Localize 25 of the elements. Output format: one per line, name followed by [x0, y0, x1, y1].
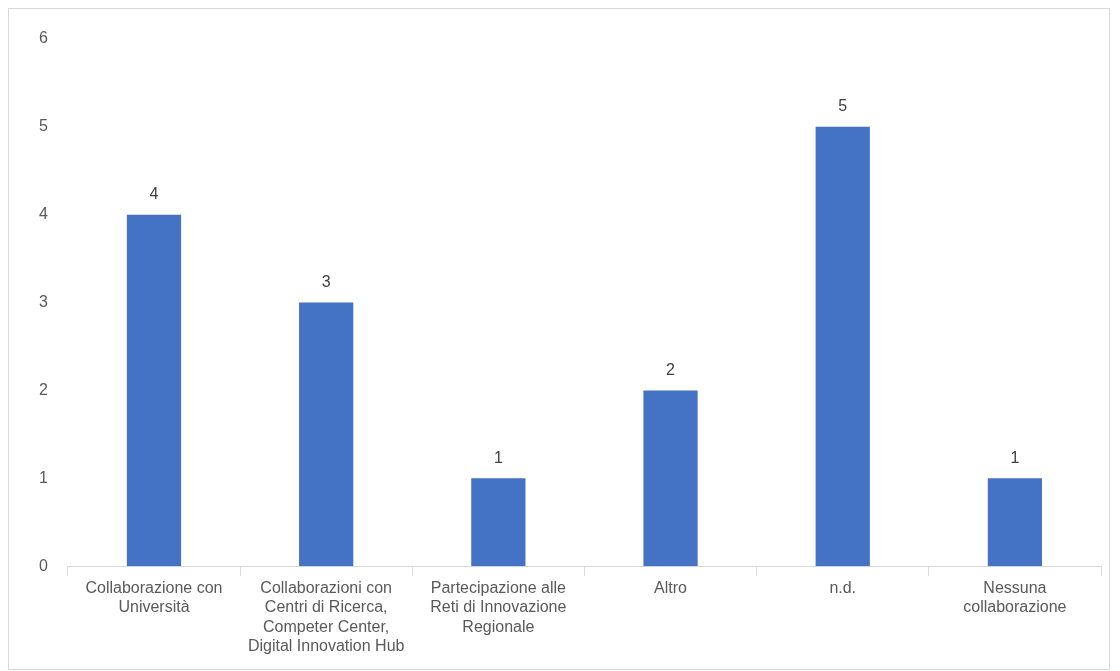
- y-tick-label: 5: [38, 117, 48, 135]
- x-tick-label: Partecipazione alle Reti di Innovazione Regionale: [430, 579, 567, 635]
- bar: [126, 214, 182, 567]
- data-label: 1: [1010, 448, 1020, 466]
- y-tick-label: 2: [38, 380, 48, 398]
- bar: [987, 478, 1043, 567]
- bar: [815, 126, 870, 567]
- x-tick-label: Altro: [654, 579, 688, 597]
- bar: [643, 390, 698, 567]
- y-tick-label: 3: [38, 293, 48, 311]
- y-tick-label: 6: [38, 29, 48, 47]
- data-label: 3: [321, 273, 331, 291]
- data-label: 1: [493, 448, 503, 466]
- data-label: 5: [838, 97, 848, 115]
- x-tick-label: Collaborazione con Università: [85, 579, 223, 616]
- y-tick-label: 1: [38, 468, 48, 486]
- x-tick-label: n.d.: [829, 579, 857, 597]
- data-label: 2: [666, 360, 676, 378]
- x-tick-label: Nessuna collaborazione: [963, 579, 1067, 616]
- bar: [299, 302, 354, 567]
- data-label: 4: [149, 185, 159, 203]
- y-tick-label: 0: [38, 556, 48, 574]
- bar: [471, 478, 526, 567]
- y-tick-label: 4: [38, 205, 48, 223]
- x-tick-label: Collaborazioni con Centri di Ricerca, Competer Center, Digital Innovation Hub: [247, 579, 405, 654]
